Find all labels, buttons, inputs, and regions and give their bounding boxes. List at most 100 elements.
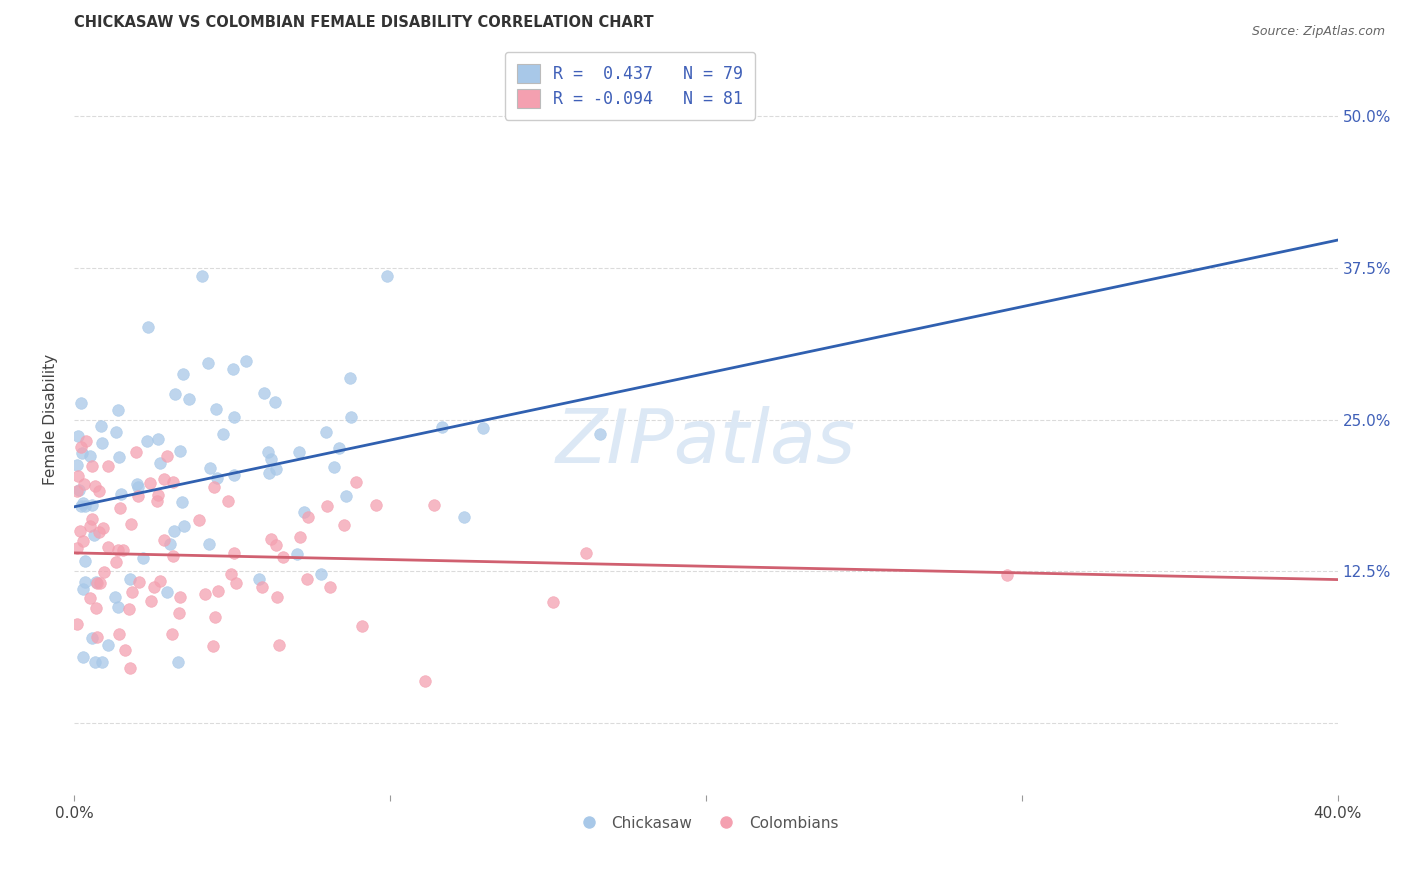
Point [423, 498, 446, 512]
Point [108, 627, 131, 641]
Point [114, 643, 136, 657]
Point [66, 541, 89, 556]
Point [205, 471, 228, 485]
Point [264, 462, 287, 476]
Text: ZIPatlas: ZIPatlas [555, 406, 856, 478]
Point [413, 674, 436, 689]
Point [191, 269, 214, 284]
Point [156, 584, 179, 599]
Point [162, 524, 184, 539]
Point [344, 475, 367, 490]
Point [212, 427, 235, 442]
Point [339, 370, 361, 384]
Point [83, 655, 105, 669]
Point [127, 489, 149, 503]
Point [259, 466, 281, 480]
Point [172, 495, 194, 509]
Point [541, 595, 564, 609]
Point [319, 580, 342, 594]
Point [82, 511, 104, 525]
Point [118, 601, 141, 615]
Point [288, 445, 311, 459]
Point [350, 618, 373, 632]
Point [153, 472, 176, 486]
Point [75, 554, 97, 568]
Point [69, 499, 91, 513]
Point [156, 449, 179, 463]
Point [73, 476, 96, 491]
Point [222, 467, 245, 482]
Point [472, 421, 495, 435]
Point [139, 476, 162, 491]
Point [167, 655, 190, 669]
Legend: Chickasaw, Colombians: Chickasaw, Colombians [567, 809, 845, 837]
Point [159, 537, 181, 551]
Point [112, 543, 135, 558]
Point [120, 516, 142, 531]
Point [247, 572, 270, 586]
Point [121, 584, 143, 599]
Point [107, 450, 129, 465]
Point [125, 477, 148, 491]
Point [66, 616, 89, 631]
Point [93, 565, 115, 579]
Point [160, 626, 183, 640]
Point [162, 549, 184, 564]
Point [366, 498, 388, 512]
Point [120, 661, 142, 675]
Point [107, 599, 129, 614]
Point [328, 441, 350, 455]
Point [66, 429, 89, 443]
Point [207, 583, 229, 598]
Point [162, 475, 184, 489]
Point [91, 655, 114, 669]
Point [70, 446, 93, 460]
Point [127, 480, 149, 494]
Point [84, 575, 107, 590]
Point [322, 460, 344, 475]
Point [315, 499, 337, 513]
Point [173, 367, 195, 381]
Point [97, 638, 120, 652]
Point [173, 519, 195, 533]
Point [339, 409, 361, 424]
Point [430, 420, 453, 434]
Point [146, 432, 169, 446]
Point [202, 480, 225, 494]
Point [252, 580, 274, 594]
Point [333, 517, 356, 532]
Point [292, 505, 315, 519]
Point [135, 434, 157, 448]
Point [188, 513, 211, 527]
Text: Source: ZipAtlas.com: Source: ZipAtlas.com [1251, 25, 1385, 38]
Point [149, 457, 172, 471]
Point [257, 445, 280, 459]
Point [264, 538, 287, 552]
Point [235, 354, 257, 368]
Point [66, 484, 89, 499]
Point [90, 419, 112, 434]
Point [575, 545, 598, 559]
Point [125, 444, 148, 458]
Point [266, 590, 288, 604]
Point [70, 396, 93, 410]
Point [273, 549, 295, 564]
Point [269, 638, 291, 652]
Point [73, 499, 96, 513]
Point [86, 601, 108, 615]
Point [66, 469, 89, 483]
Point [79, 518, 101, 533]
Point [198, 537, 221, 551]
Point [221, 567, 243, 582]
Point [86, 630, 108, 644]
Point [453, 510, 475, 524]
Point [205, 402, 228, 417]
Point [107, 403, 129, 417]
Point [128, 574, 150, 589]
Point [222, 361, 245, 376]
Point [131, 550, 153, 565]
Point [90, 435, 112, 450]
Point [588, 427, 610, 442]
Point [204, 610, 226, 624]
Point [309, 566, 332, 581]
